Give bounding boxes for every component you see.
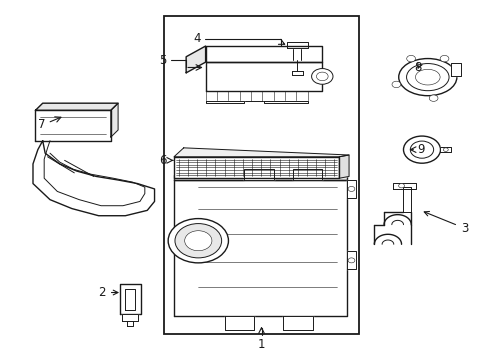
Text: 8: 8 <box>414 61 421 74</box>
Circle shape <box>443 148 447 152</box>
Circle shape <box>391 81 400 87</box>
Polygon shape <box>346 180 356 198</box>
Polygon shape <box>174 180 346 316</box>
Polygon shape <box>403 187 410 212</box>
Circle shape <box>347 258 354 263</box>
Circle shape <box>175 224 221 258</box>
Ellipse shape <box>398 59 456 96</box>
Text: 4: 4 <box>193 32 201 45</box>
Polygon shape <box>125 289 135 310</box>
Polygon shape <box>264 102 307 103</box>
Text: 7: 7 <box>38 118 45 131</box>
Polygon shape <box>283 316 312 330</box>
Polygon shape <box>205 46 322 62</box>
Text: 3: 3 <box>424 211 468 235</box>
Circle shape <box>311 68 332 84</box>
Polygon shape <box>346 251 356 269</box>
Text: 9: 9 <box>416 143 424 156</box>
Polygon shape <box>174 157 339 178</box>
Polygon shape <box>174 148 348 157</box>
Text: 6: 6 <box>159 154 166 167</box>
Polygon shape <box>186 46 205 73</box>
Polygon shape <box>450 63 460 76</box>
Polygon shape <box>119 284 141 314</box>
Polygon shape <box>292 169 322 180</box>
Circle shape <box>347 186 354 192</box>
Text: 5: 5 <box>159 54 166 67</box>
Polygon shape <box>111 103 118 137</box>
Polygon shape <box>205 62 322 91</box>
Polygon shape <box>174 175 346 180</box>
Circle shape <box>316 72 327 81</box>
Polygon shape <box>392 183 415 189</box>
Polygon shape <box>440 148 450 152</box>
Polygon shape <box>224 316 254 330</box>
Polygon shape <box>244 169 273 180</box>
Ellipse shape <box>406 64 448 91</box>
Polygon shape <box>122 314 138 321</box>
Circle shape <box>409 141 433 158</box>
Polygon shape <box>35 103 118 111</box>
Polygon shape <box>127 321 133 326</box>
Circle shape <box>398 184 404 188</box>
Circle shape <box>184 231 211 251</box>
Polygon shape <box>33 141 154 216</box>
Polygon shape <box>205 102 244 103</box>
Ellipse shape <box>415 69 439 85</box>
Polygon shape <box>339 155 348 178</box>
Bar <box>164 16 358 334</box>
Text: 2: 2 <box>98 286 118 299</box>
Text: 1: 1 <box>257 338 264 351</box>
Polygon shape <box>35 111 111 141</box>
Polygon shape <box>286 42 307 48</box>
Circle shape <box>428 95 437 102</box>
Circle shape <box>439 55 448 62</box>
Circle shape <box>168 219 228 263</box>
Circle shape <box>403 136 440 163</box>
Circle shape <box>406 55 415 62</box>
